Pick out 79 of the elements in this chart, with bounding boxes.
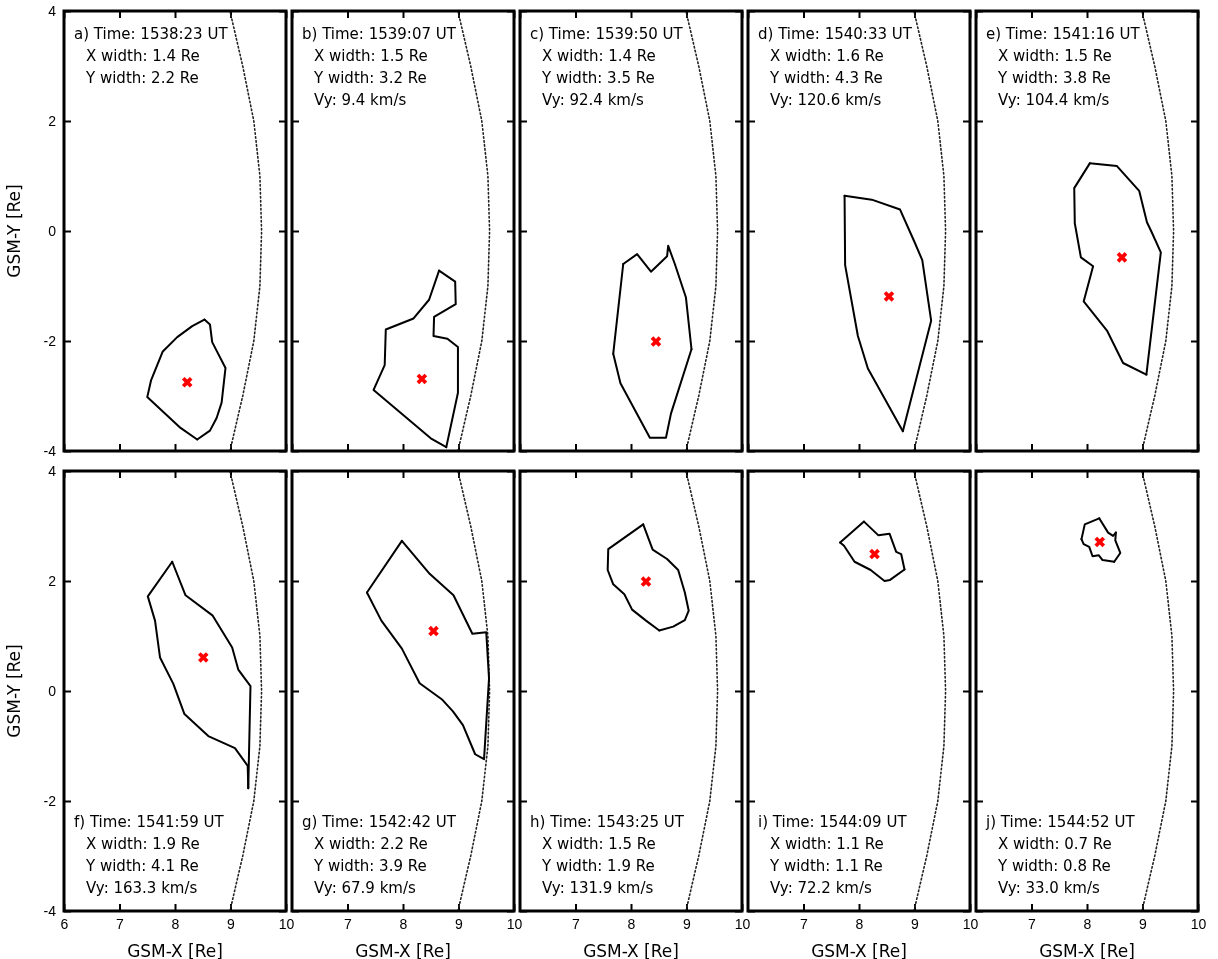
x-tick-label: 9 <box>911 915 920 932</box>
annotation: Y width: 3.2 Re <box>313 69 427 87</box>
x-tick-label: 8 <box>171 915 180 932</box>
annotation: i) Time: 1544:09 UT <box>758 813 908 831</box>
x-tick-label: 10 <box>278 915 295 932</box>
y-axis-title: GSM-Y [Re] <box>4 644 24 738</box>
x-tick-label: 8 <box>855 915 864 932</box>
annotation: Vy: 9.4 km/s <box>314 91 407 109</box>
annotation: Vy: 104.4 km/s <box>998 91 1110 109</box>
x-tick-label: 7 <box>572 915 581 932</box>
x-axis-title: GSM-X [Re] <box>1039 941 1135 959</box>
line-series <box>229 470 263 912</box>
x-tick-label: 9 <box>455 915 464 932</box>
annotation: X width: 1.9 Re <box>86 835 200 853</box>
x-tick-label: 8 <box>399 915 408 932</box>
annotation: Vy: 33.0 km/s <box>998 879 1100 897</box>
x-tick-label: 7 <box>1028 915 1037 932</box>
y-axis-title: GSM-Y [Re] <box>4 184 24 278</box>
x-tick-label: 7 <box>344 915 353 932</box>
y-tick-label: -2 <box>43 332 57 349</box>
annotation: e) Time: 1541:16 UT <box>986 25 1141 43</box>
y-tick-label: -2 <box>43 792 57 809</box>
x-axis-title: GSM-X [Re] <box>355 941 451 959</box>
annotation: Vy: 92.4 km/s <box>542 91 644 109</box>
annotation: c) Time: 1539:50 UT <box>530 25 684 43</box>
y-tick-label: 0 <box>48 682 57 699</box>
y-tick-label: 4 <box>48 462 57 479</box>
annotation: Y width: 2.2 Re <box>85 69 199 87</box>
y-tick-label: -4 <box>43 902 57 919</box>
annotation: X width: 1.5 Re <box>998 47 1112 65</box>
x-axis-title: GSM-X [Re] <box>583 941 679 959</box>
annotation: Y width: 3.9 Re <box>313 857 427 875</box>
annotation: Y width: 3.8 Re <box>997 69 1111 87</box>
annotation: Y width: 3.5 Re <box>541 69 655 87</box>
annotation: Y width: 1.1 Re <box>769 857 883 875</box>
annotation: X width: 2.2 Re <box>314 835 428 853</box>
x-tick-label: 8 <box>1083 915 1092 932</box>
x-tick-label: 9 <box>227 915 236 932</box>
x-tick-label: 9 <box>1139 915 1148 932</box>
line-series <box>229 10 263 452</box>
y-tick-label: 2 <box>48 572 57 589</box>
annotation: Vy: 120.6 km/s <box>770 91 882 109</box>
annotation: a) Time: 1538:23 UT <box>74 25 229 43</box>
y-tick-label: 2 <box>48 112 57 129</box>
annotation: X width: 0.7 Re <box>998 835 1112 853</box>
annotation: Vy: 72.2 km/s <box>770 879 872 897</box>
annotation: b) Time: 1539:07 UT <box>302 25 457 43</box>
annotation: Y width: 0.8 Re <box>997 857 1111 875</box>
x-tick-label: 10 <box>734 915 751 932</box>
annotation: X width: 1.1 Re <box>770 835 884 853</box>
x-tick-label: 10 <box>1190 915 1207 932</box>
annotation: f) Time: 1541:59 UT <box>74 813 225 831</box>
annotation: Y width: 4.1 Re <box>85 857 199 875</box>
x-axis-title: GSM-X [Re] <box>127 941 223 959</box>
annotation: X width: 1.6 Re <box>770 47 884 65</box>
annotation: X width: 1.5 Re <box>542 835 656 853</box>
x-tick-label: 8 <box>627 915 636 932</box>
x-tick-label: 7 <box>116 915 125 932</box>
x-tick-label: 10 <box>506 915 523 932</box>
annotation: Vy: 67.9 km/s <box>314 879 416 897</box>
x-tick-label: 10 <box>962 915 979 932</box>
annotation: d) Time: 1540:33 UT <box>758 25 913 43</box>
y-tick-label: -4 <box>43 442 57 459</box>
annotation: Y width: 1.9 Re <box>541 857 655 875</box>
annotation: X width: 1.5 Re <box>314 47 428 65</box>
x-tick-label: 9 <box>683 915 692 932</box>
x-axis-title: GSM-X [Re] <box>811 941 907 959</box>
annotation: X width: 1.4 Re <box>86 47 200 65</box>
annotation: h) Time: 1543:25 UT <box>530 813 685 831</box>
annotation: j) Time: 1544:52 UT <box>985 813 1136 831</box>
x-tick-label: 6 <box>60 915 69 932</box>
annotation: Vy: 131.9 km/s <box>542 879 654 897</box>
annotation: Vy: 163.3 km/s <box>86 879 198 897</box>
x-tick-label: 7 <box>800 915 809 932</box>
y-tick-label: 0 <box>48 222 57 239</box>
annotation: g) Time: 1542:42 UT <box>302 813 457 831</box>
y-tick-label: 4 <box>48 2 57 19</box>
annotation: Y width: 4.3 Re <box>769 69 883 87</box>
annotation: X width: 1.4 Re <box>542 47 656 65</box>
